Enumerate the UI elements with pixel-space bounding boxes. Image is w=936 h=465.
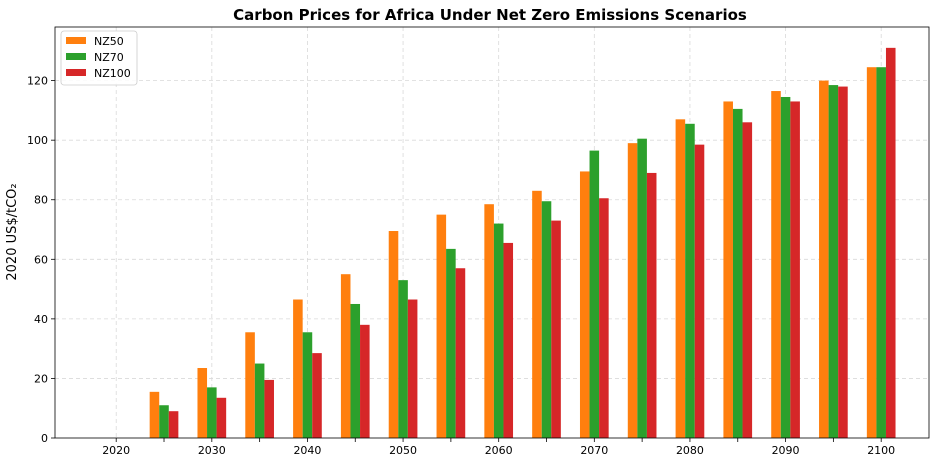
bar-nz100-2035 [264,379,274,438]
bar-nz100-2075 [646,172,657,438]
y-tick-label: 100 [27,134,48,147]
x-tick-label: 2030 [198,444,226,457]
legend-label-nz70: NZ70 [94,51,124,64]
bar-nz50-2045 [340,274,351,438]
bar-nz70-2050 [398,280,408,438]
bar-nz50-2075 [627,143,638,439]
bar-nz50-2025 [149,391,160,438]
bar-nz70-2070 [589,150,600,438]
x-tick-label: 2080 [676,444,704,457]
bars [149,47,896,439]
bar-nz100-2065 [551,220,561,438]
bar-nz100-2050 [407,299,418,438]
y-tick-label: 20 [34,372,48,385]
bar-nz100-2070 [599,198,609,438]
x-tick-label: 2020 [102,444,130,457]
bar-nz70-2090 [780,96,791,438]
bar-nz70-2095 [828,85,839,439]
plot-frame [54,26,930,439]
y-axis-label: 2020 US$/tCO₂ [5,183,20,280]
bar-nz50-2035 [245,332,255,438]
legend-label-nz100: NZ100 [94,67,131,80]
bar-nz100-2095 [838,86,848,438]
bar-nz70-2030 [207,387,217,438]
bar-nz70-2075 [637,138,647,438]
bar-nz100-2045 [360,324,370,438]
bar-nz100-2080 [694,144,705,439]
bar-nz70-2100 [876,67,886,439]
x-tick-label: 2090 [772,444,800,457]
bar-nz50-2090 [771,91,781,439]
bar-nz50-2080 [675,119,686,439]
bar-nz70-2025 [159,405,169,438]
bar-nz50-2100 [866,67,877,439]
y-tick-label: 120 [27,75,48,88]
y-axis: 0 20 40 60 80 100 120 [27,75,55,445]
bar-nz70-2040 [302,332,313,438]
bar-nz70-2085 [732,108,743,439]
bar-nz70-2055 [446,248,456,438]
x-axis: 2020 2030 2040 2050 2060 2070 2080 2090 2100 [102,438,895,457]
x-tick-label: 2100 [867,444,895,457]
legend-swatch-nz50 [66,37,86,44]
bar-nz100-2100 [885,47,896,438]
x-tick-label: 2040 [293,444,321,457]
bar-nz50-2065 [532,190,542,438]
x-tick-label: 2070 [580,444,608,457]
bar-nz50-2095 [819,80,829,438]
y-tick-label: 40 [34,313,48,326]
bar-nz100-2085 [742,122,753,438]
bar-nz50-2030 [197,368,208,438]
bar-nz70-2065 [541,201,552,438]
x-tick-label: 2060 [485,444,513,457]
bar-nz70-2035 [254,363,265,438]
legend-swatch-nz100 [66,69,86,76]
bar-nz100-2090 [790,101,800,439]
bar-nz50-2085 [723,101,733,439]
bar-nz100-2025 [168,411,179,438]
bar-nz100-2060 [503,242,514,438]
bar-nz70-2060 [493,223,504,438]
y-tick-label: 0 [41,432,48,445]
legend: NZ50 NZ70 NZ100 [60,30,138,86]
bar-nz50-2055 [436,214,447,438]
bar-nz50-2070 [579,171,590,438]
bar-nz100-2040 [312,353,322,438]
bar-nz50-2060 [484,204,494,438]
bar-nz100-2055 [455,268,466,438]
chart-title: Carbon Prices for Africa Under Net Zero … [233,6,747,24]
legend-swatch-nz70 [66,53,86,60]
bar-nz50-2040 [293,299,303,438]
y-tick-label: 80 [34,194,48,207]
bar-nz50-2050 [388,231,399,438]
x-tick-label: 2050 [389,444,417,457]
bar-nz70-2080 [685,123,695,438]
bar-nz70-2045 [350,303,361,438]
bar-nz100-2030 [216,397,227,438]
legend-label-nz50: NZ50 [94,35,124,48]
y-tick-label: 60 [34,253,48,266]
